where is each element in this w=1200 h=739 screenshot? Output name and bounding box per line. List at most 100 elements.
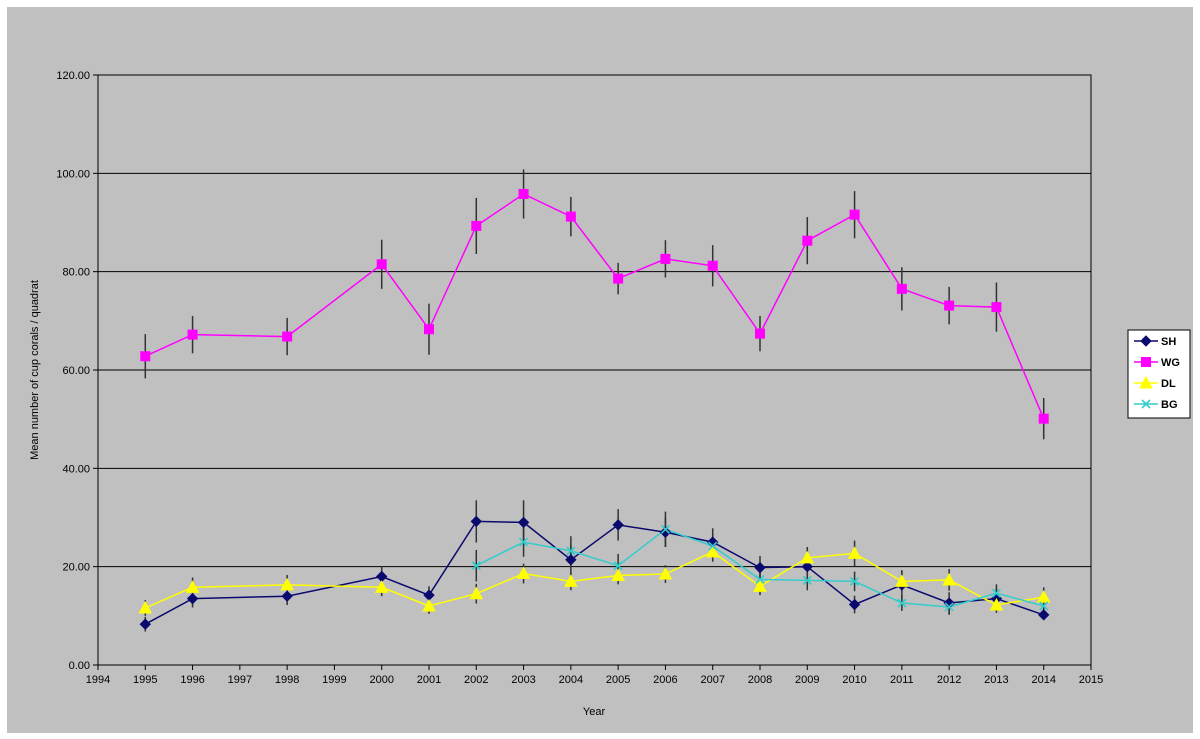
y-tick-label: 0.00 [69, 660, 90, 672]
data-point-wg [424, 324, 434, 335]
data-point-bg [755, 574, 765, 585]
gridlines [98, 172, 1091, 568]
legend-item-wg: WG [1134, 357, 1180, 369]
y-tick-label: 80.00 [62, 267, 90, 279]
data-point-bg [897, 598, 907, 608]
data-point-sh [517, 516, 530, 529]
data-point-wg [1038, 413, 1049, 424]
data-point-wg [376, 259, 387, 270]
data-point-dl [800, 550, 815, 564]
legend: SH WG DL BG [1127, 329, 1191, 419]
series-line-wg [144, 193, 1045, 419]
x-tick-label: 2003 [511, 674, 535, 686]
data-point-bg [471, 561, 481, 571]
x-tick-label: 1999 [322, 674, 346, 686]
data-point-dl [422, 598, 436, 612]
data-point-sh [281, 590, 293, 602]
data-point-sh [848, 598, 861, 611]
data-point-bg [519, 537, 529, 547]
x-tick-label: 1997 [228, 674, 252, 686]
data-point-bg [660, 524, 670, 534]
x-tick-label: 2000 [369, 674, 393, 686]
y-tick-label: 20.00 [62, 562, 90, 574]
data-point-dl [942, 572, 956, 586]
data-point-wg [802, 235, 813, 246]
data-point-dl [753, 579, 767, 592]
data-point-wg [660, 253, 671, 264]
data-point-wg [991, 302, 1002, 313]
legend-item-dl: DL [1134, 375, 1176, 390]
series-markers [138, 188, 1051, 630]
legend-item-bg: BG [1134, 399, 1178, 411]
data-point-wg [518, 188, 529, 199]
y-tick-label: 40.00 [62, 463, 90, 475]
data-point-dl [280, 577, 294, 591]
legend-label: DL [1161, 378, 1176, 390]
data-point-bg [944, 602, 954, 612]
y-axis-title: Mean number of cup corals / quadrat [29, 280, 41, 460]
data-point-dl [374, 580, 389, 593]
series-line-sh [144, 520, 1044, 625]
data-point-bg [708, 541, 718, 551]
data-point-dl [1036, 590, 1051, 603]
legend-label: WG [1161, 357, 1180, 369]
data-point-bg [850, 576, 860, 586]
series-line-dl [144, 551, 1044, 609]
data-point-wg [282, 331, 293, 342]
data-point-wg [187, 329, 198, 340]
data-point-sh [801, 560, 813, 573]
data-point-sh [659, 526, 672, 538]
legend-marker [1140, 335, 1152, 347]
x-axis-title: Year [583, 706, 606, 718]
x-tick-label: 2011 [890, 674, 914, 686]
data-point-wg [755, 328, 765, 339]
data-point-wg [707, 260, 718, 271]
x-tick-label: 1994 [86, 674, 110, 686]
data-point-sh [470, 515, 482, 528]
data-point-dl [138, 600, 153, 614]
legend-marker [1141, 357, 1151, 367]
x-tick-label: 1996 [180, 674, 204, 686]
x-tick-label: 2006 [653, 674, 677, 686]
data-point-dl [895, 574, 909, 587]
x-tick-label: 2014 [1031, 674, 1055, 686]
data-point-dl [516, 566, 531, 580]
data-point-dl [611, 568, 625, 582]
data-point-bg [802, 575, 812, 585]
data-point-wg [471, 220, 482, 231]
legend-label: BG [1161, 399, 1178, 411]
data-point-sh [186, 592, 199, 605]
x-tick-label: 2008 [748, 674, 772, 686]
data-point-wg [944, 300, 955, 311]
x-tick-label: 2004 [559, 674, 583, 686]
x-tick-label: 2013 [984, 674, 1008, 686]
y-axis-ticks: 0.00 20.00 40.00 60.00 80.00 100.00 120.00 [56, 70, 98, 672]
x-tick-label: 2009 [795, 674, 819, 686]
x-tick-label: 2012 [937, 674, 961, 686]
y-tick-label: 100.00 [56, 168, 90, 180]
data-point-dl [469, 586, 484, 600]
data-point-wg [849, 209, 860, 220]
data-point-sh [612, 519, 624, 531]
x-tick-label: 1995 [133, 674, 157, 686]
data-point-dl [705, 544, 720, 558]
data-point-bg [991, 588, 1001, 598]
x-axis-ticks: 1994 1995 1996 1997 1998 1999 2000 2001 2002 2003… [86, 665, 1103, 686]
y-tick-label: 60.00 [62, 365, 90, 377]
data-point-dl [989, 597, 1004, 611]
x-tick-label: 1998 [275, 674, 299, 686]
legend-label: SH [1161, 336, 1176, 348]
data-point-wg [896, 283, 907, 294]
data-point-dl [185, 580, 200, 593]
data-point-dl [658, 566, 673, 580]
data-point-bg [613, 561, 623, 571]
data-point-sh [1038, 609, 1050, 621]
data-point-wg [613, 273, 624, 284]
x-tick-label: 2010 [842, 674, 866, 686]
data-point-wg [140, 351, 151, 362]
data-point-bg [566, 546, 576, 556]
data-point-sh [139, 618, 151, 630]
x-tick-label: 2007 [700, 674, 724, 686]
